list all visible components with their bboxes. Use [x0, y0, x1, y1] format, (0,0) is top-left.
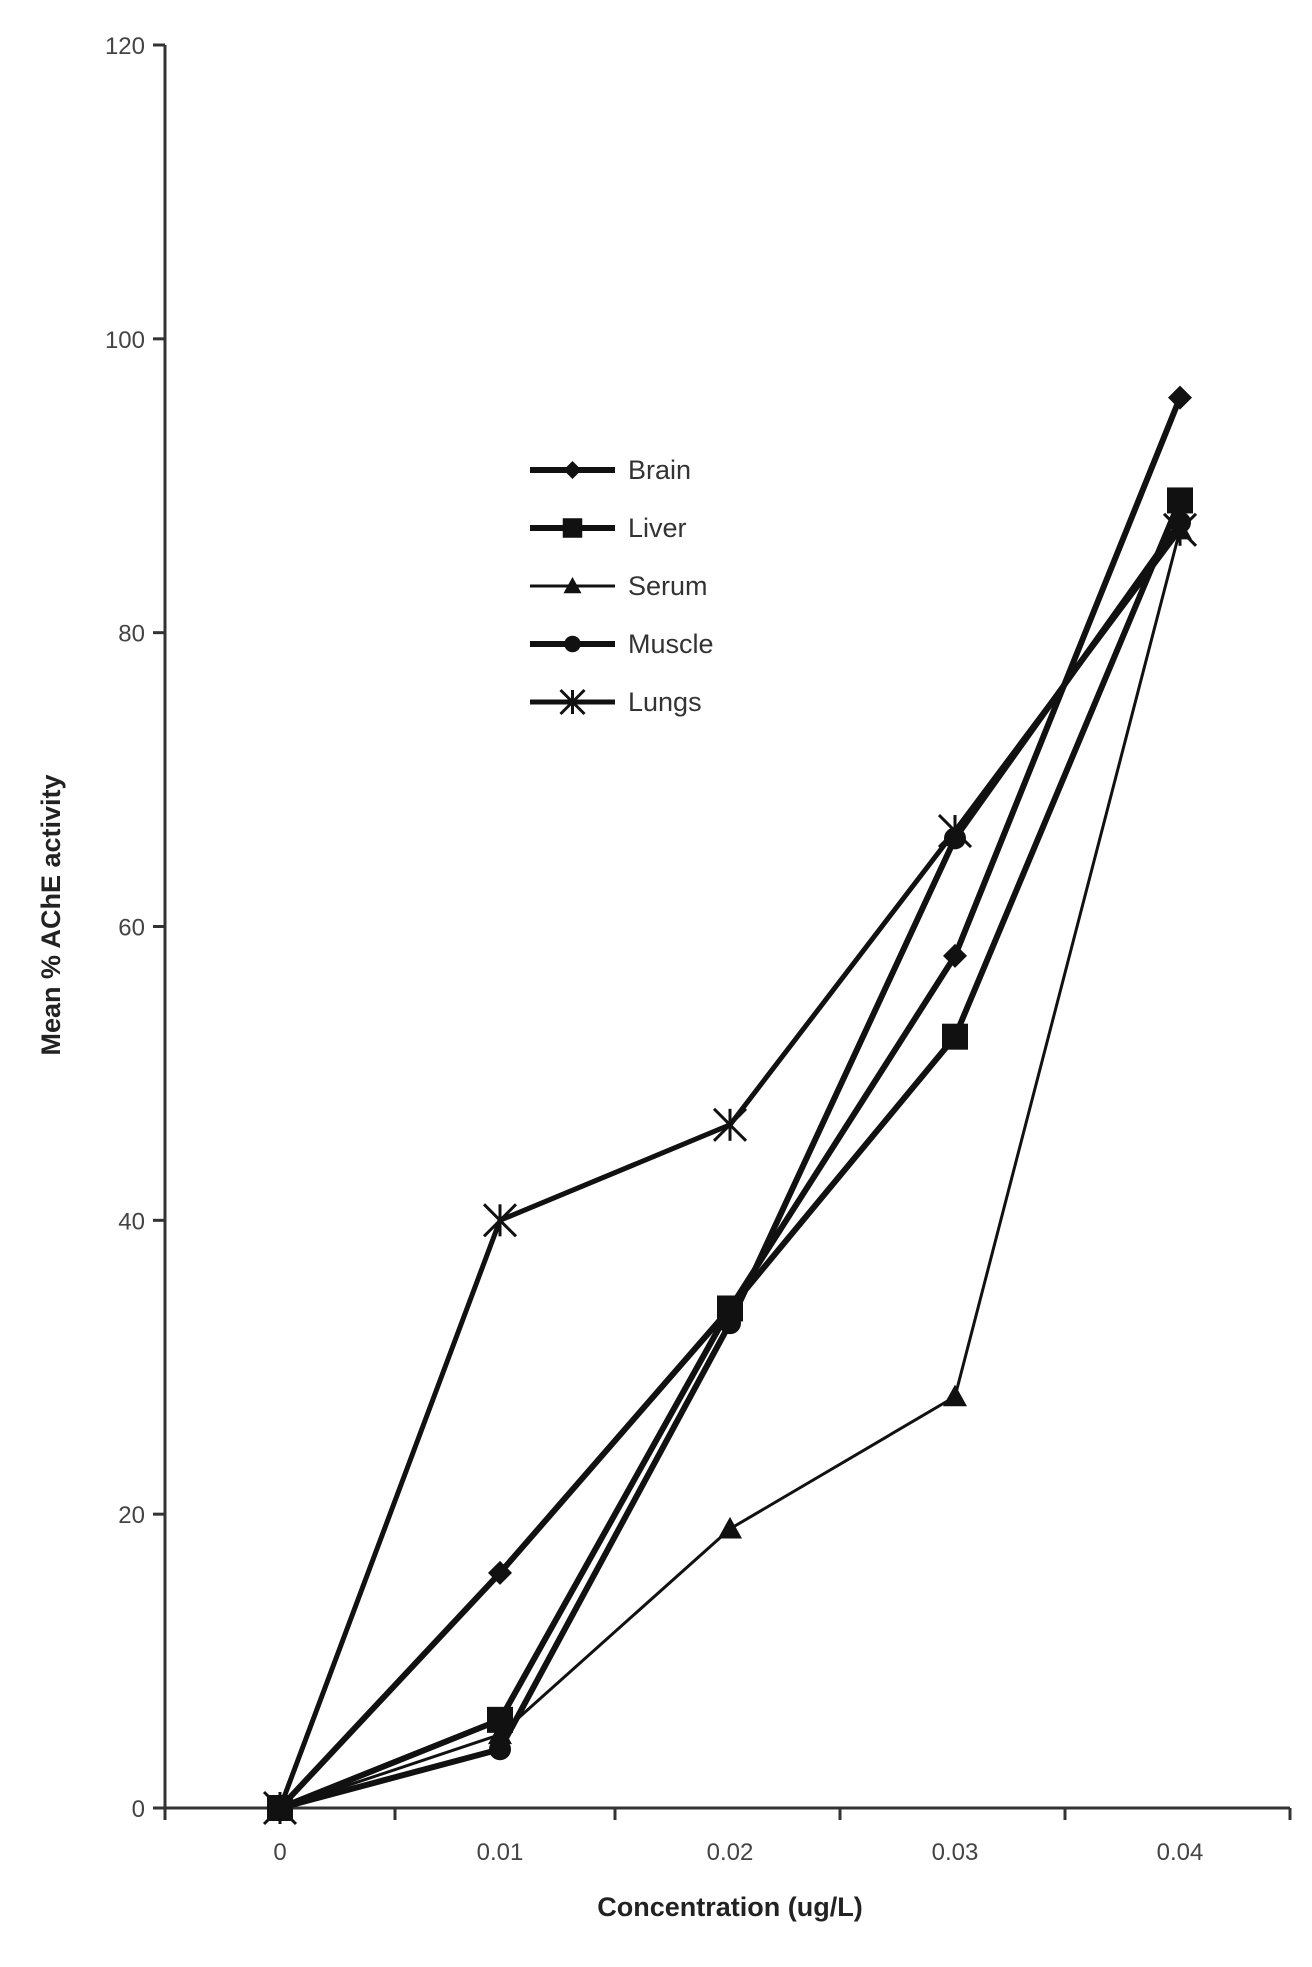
series-line-liver [278, 499, 1183, 1811]
legend-item-liver: Liver [530, 513, 687, 543]
legend-label-brain: Brain [628, 455, 691, 485]
series-brain [268, 385, 1192, 1820]
legend-item-serum: Serum [530, 571, 708, 601]
data-point-muscle [719, 1312, 741, 1335]
legend-marker-lungs [559, 688, 586, 716]
y-tick-label: 60 [118, 915, 145, 942]
legend-marker-muscle [564, 635, 581, 653]
y-tick-label: 20 [118, 1502, 145, 1529]
legend-label-liver: Liver [628, 513, 687, 543]
series-line-lungs [277, 528, 1183, 1809]
legend-item-brain: Brain [530, 455, 691, 485]
series-line-muscle [279, 520, 1183, 1811]
legend-label-lungs: Lungs [628, 687, 702, 717]
y-tick-label: 120 [105, 33, 145, 60]
x-tick-label: 0 [273, 1839, 286, 1866]
series-line-serum [279, 529, 1182, 1810]
series-line-brain [277, 396, 1183, 1811]
legend-marker-serum [563, 577, 582, 594]
y-tick-label: 100 [105, 327, 145, 354]
legend-item-lungs: Lungs [530, 687, 702, 717]
data-point-brain [943, 943, 967, 968]
x-tick-label: 0.01 [477, 1839, 524, 1866]
x-tick-label: 0.03 [932, 1839, 979, 1866]
data-point-brain [1168, 385, 1192, 410]
series-lungs [262, 512, 1198, 1826]
legend-label-muscle: Muscle [628, 629, 714, 659]
data-point-lungs [937, 813, 973, 849]
axes: 0 20 40 60 80 100 120 0 0.01 0.02 0.03 0.04 [105, 33, 1292, 1866]
data-point-lungs [482, 1203, 518, 1238]
data-point-brain [488, 1560, 512, 1585]
legend: Brain Liver Serum Muscle Lungs [530, 455, 714, 717]
legend-label-serum: Serum [628, 571, 708, 601]
y-tick-label: 0 [132, 1796, 145, 1823]
legend-marker-liver [562, 518, 583, 538]
y-tick-label: 40 [118, 1208, 145, 1235]
series-liver [267, 487, 1193, 1821]
y-axis-title: Mean % AChE activity [36, 774, 66, 1055]
data-point-liver [942, 1023, 968, 1050]
data-point-muscle [489, 1738, 511, 1761]
x-axis-title: Concentration (ug/L) [597, 1892, 862, 1922]
data-point-lungs [262, 1790, 298, 1826]
legend-item-muscle: Muscle [530, 629, 714, 659]
data-point-liver [1167, 487, 1193, 514]
series-layer [262, 385, 1198, 1826]
data-point-serum [718, 1516, 742, 1539]
data-point-serum [943, 1384, 967, 1407]
x-tick-label: 0.02 [707, 1839, 754, 1866]
x-tick-label: 0.04 [1157, 1839, 1204, 1866]
data-point-lungs [712, 1107, 748, 1142]
y-tick-label: 80 [118, 621, 145, 648]
data-point-lungs [1162, 512, 1198, 547]
legend-marker-brain [563, 461, 582, 479]
